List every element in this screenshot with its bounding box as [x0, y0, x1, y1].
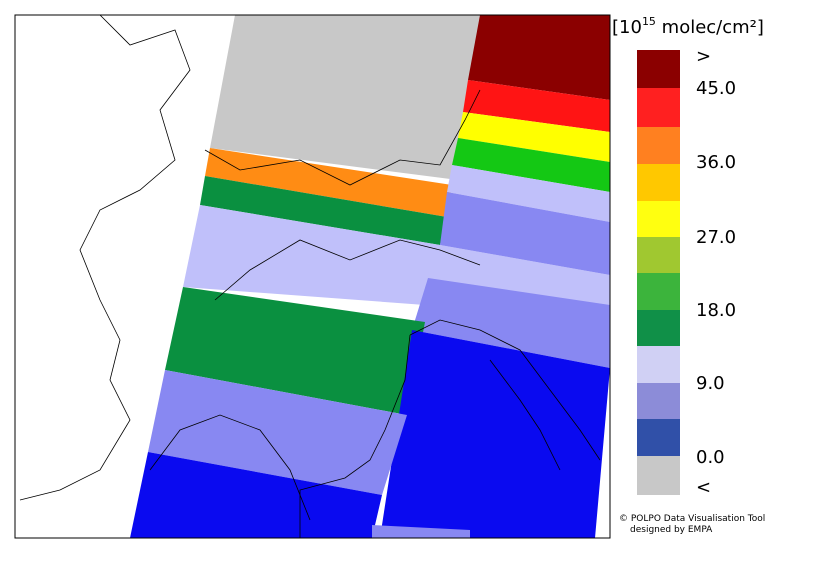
swath-cell [210, 15, 480, 180]
legend-unit: [1015 molec/cm²] [612, 15, 764, 38]
coastline [299, 334, 411, 538]
map-frame [14, 14, 611, 539]
border-line [214, 239, 481, 301]
swath-cell [200, 176, 447, 245]
colorbar-box [637, 310, 680, 346]
swath-cell [372, 525, 470, 538]
swath-cell [447, 165, 610, 222]
colorbar-box [637, 383, 680, 419]
coastline [489, 359, 561, 471]
legend-label: < [696, 477, 711, 498]
legend-label: 45.0 [696, 78, 736, 99]
legend-label: 18.0 [696, 300, 736, 321]
unit-prefix: [10 [612, 17, 642, 38]
colorbar [637, 50, 680, 495]
legend-label: 36.0 [696, 152, 736, 173]
colorbar-labels: > 45.0 36.0 27.0 18.0 9.0 0.0 < [696, 46, 736, 498]
colorbar-box [637, 456, 680, 495]
colorbar-box [637, 273, 680, 310]
credit-line: © POLPO Data Visualisation Tool [619, 514, 765, 524]
legend-label: > [696, 46, 711, 67]
swath-cell [468, 15, 610, 100]
legend-label: 27.0 [696, 227, 736, 248]
swath-cell [463, 80, 610, 132]
legend-label: 0.0 [696, 447, 725, 468]
colorbar-box [637, 164, 680, 201]
swath-cell [412, 278, 610, 368]
colorbar-box [637, 50, 680, 88]
colorbar-box [637, 88, 680, 127]
swath-cell [380, 330, 610, 538]
swath-cell [458, 112, 610, 162]
border-line [204, 89, 481, 186]
swath-cell [130, 452, 382, 538]
credit-line: designed by EMPA [630, 525, 713, 535]
colorbar-box [637, 201, 680, 237]
coastline [409, 319, 601, 461]
colorbar-box [637, 127, 680, 164]
swath-cell [148, 370, 407, 495]
coastline [149, 414, 311, 521]
unit-exponent: 15 [642, 15, 656, 28]
unit-suffix: molec/cm²] [656, 17, 764, 38]
swath-cell [165, 287, 425, 415]
border-line [19, 15, 191, 501]
swaths [19, 15, 610, 538]
colorbar-box [637, 237, 680, 273]
swath-cell [440, 192, 610, 275]
legend-label: 9.0 [696, 373, 725, 394]
colorbar-box [637, 346, 680, 383]
swath-cell [452, 138, 610, 192]
colorbar-box [637, 419, 680, 456]
